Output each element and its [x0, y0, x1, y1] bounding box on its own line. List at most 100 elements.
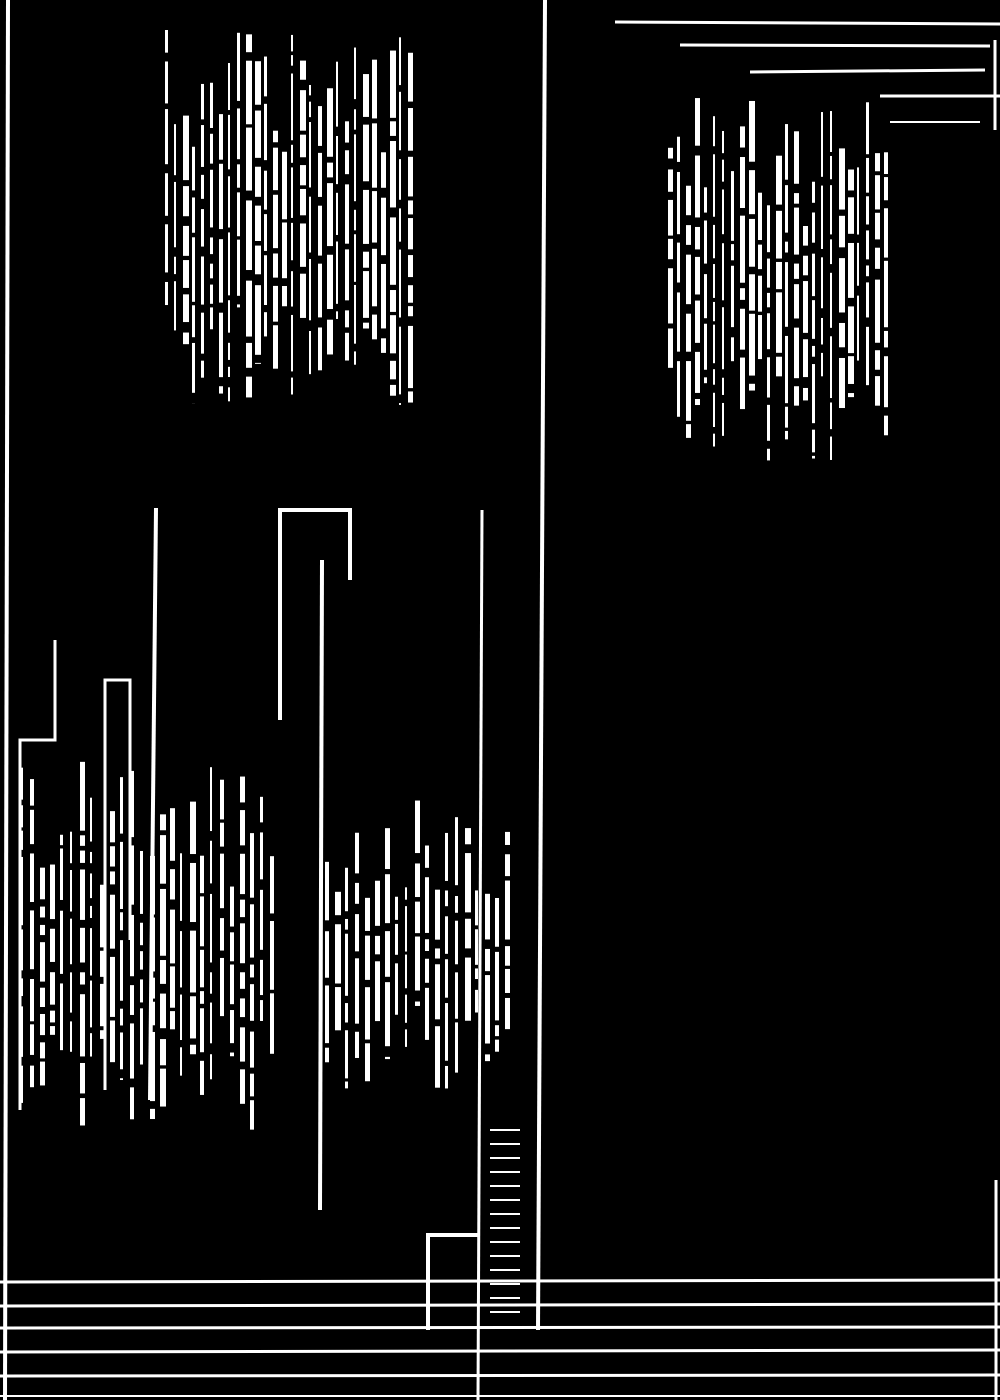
bar-segment [255, 245, 261, 275]
bar-segment [309, 84, 311, 96]
bar-segment [758, 244, 762, 270]
bar-segment [327, 162, 333, 178]
bar-segment [120, 841, 123, 909]
bar-segment [390, 315, 396, 354]
bar-segment [260, 959, 263, 996]
bar-segment [455, 1022, 458, 1073]
bar-segment [60, 834, 63, 846]
bar-segment [300, 134, 306, 158]
bar-segment [170, 966, 175, 1008]
bar-segment [210, 767, 212, 832]
bar-segment [465, 853, 471, 913]
bar-segment [183, 294, 189, 323]
bar-segment [237, 108, 240, 160]
bar-segment [677, 171, 680, 235]
bar-segment [767, 313, 770, 350]
bar-segment [767, 404, 770, 441]
bar-segment [335, 924, 341, 984]
bar-segment [803, 387, 808, 401]
bar-segment [345, 1030, 348, 1079]
bar-segment [90, 928, 92, 976]
bar-segment [731, 337, 734, 362]
bar-segment [399, 326, 401, 395]
bar-segment [830, 111, 832, 152]
bar-segment [794, 327, 799, 379]
bar-segment [803, 339, 808, 378]
bar-segment [475, 929, 478, 965]
bar-segment [495, 897, 499, 947]
bar-segment [210, 133, 213, 164]
bar-segment [246, 200, 252, 271]
bar-segment [210, 972, 212, 994]
bar-segment [192, 342, 195, 393]
bar-segment [291, 55, 293, 66]
bar-segment [150, 917, 155, 972]
bar-segment [336, 61, 338, 127]
bar-segment [668, 199, 673, 236]
bar-segment [695, 98, 700, 146]
bar-segment [230, 1010, 234, 1044]
bar-segment [445, 916, 448, 954]
bar-segment [183, 115, 189, 181]
bar-segment [70, 869, 72, 912]
bar-segment [722, 189, 724, 235]
bar-segment [237, 164, 240, 188]
bar-segment [354, 209, 356, 231]
bar-segment [30, 1065, 34, 1088]
bar-segment [250, 1073, 254, 1097]
bar-segment [435, 964, 440, 1020]
bar-segment [150, 855, 155, 915]
bar-segment [264, 56, 267, 97]
bar-segment [50, 1026, 55, 1035]
bar-segment [395, 963, 398, 1015]
bar-segment [884, 260, 888, 328]
bar-segment [335, 987, 341, 1031]
bar-segment [30, 910, 34, 970]
bar-segment [857, 167, 859, 235]
bar-segment [740, 126, 745, 148]
bar-segment [50, 1010, 55, 1023]
bar-segment [866, 265, 869, 277]
bar-segment [363, 189, 369, 244]
bar-segment [821, 257, 823, 309]
bar-segment [150, 1031, 155, 1102]
bar-segment [345, 249, 349, 301]
bar-segment [740, 308, 745, 350]
bar-segment [776, 356, 782, 377]
bar-segment [821, 352, 823, 377]
bar-segment [812, 345, 815, 357]
bar-segment [219, 114, 223, 160]
bar-segment [803, 281, 808, 333]
bar-segment [848, 197, 854, 234]
horizontal-line [749, 68, 986, 74]
bar-segment [405, 906, 407, 952]
bar-segment [749, 274, 755, 311]
bar-segment [60, 848, 63, 900]
bar-segment [785, 406, 788, 428]
bar-segment [246, 342, 252, 368]
bar-segment [803, 226, 808, 246]
bar-segment [390, 121, 396, 136]
bar-segment [273, 285, 278, 322]
bar-segment [201, 174, 204, 199]
bar-segment [475, 989, 478, 1013]
bar-segment [435, 948, 440, 959]
bar-segment [363, 251, 369, 268]
bar-segment [30, 779, 34, 806]
bar-segment [713, 392, 715, 427]
bar-segment [291, 73, 293, 141]
bar-segment [485, 975, 490, 1044]
bar-segment [240, 1027, 245, 1062]
bar-segment [190, 1044, 196, 1055]
bar-segment [408, 200, 413, 215]
bar-segment [20, 929, 23, 971]
bar-segment [183, 225, 189, 256]
bar-segment [160, 960, 166, 984]
bar-segment [695, 155, 700, 218]
horizontal-line [0, 1373, 1000, 1378]
bar-segment [830, 272, 832, 328]
bar-segment [120, 1078, 123, 1081]
bar-segment [405, 954, 407, 989]
bar-segment [767, 205, 770, 253]
bar-segment [749, 383, 755, 391]
